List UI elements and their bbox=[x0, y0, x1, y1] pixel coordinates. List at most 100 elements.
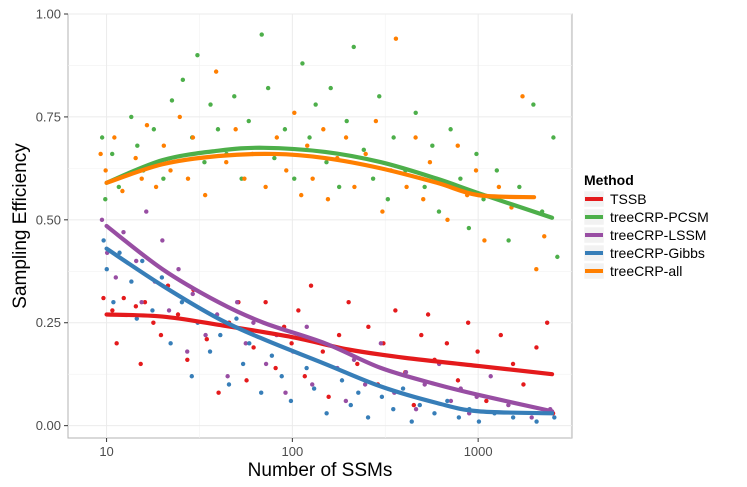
data-point bbox=[413, 110, 418, 116]
data-point bbox=[226, 382, 232, 387]
data-point bbox=[325, 197, 331, 202]
data-point bbox=[436, 209, 442, 214]
data-point bbox=[190, 291, 195, 297]
plot-panel bbox=[67, 13, 573, 439]
data-point bbox=[313, 102, 318, 107]
data-point bbox=[215, 127, 221, 132]
data-point bbox=[304, 365, 309, 371]
y-tick-label: 0.75 bbox=[36, 109, 61, 124]
y-tick-label: 1.00 bbox=[36, 7, 61, 22]
data-point bbox=[99, 135, 105, 140]
data-point bbox=[208, 102, 213, 107]
data-point bbox=[355, 361, 360, 367]
data-point bbox=[247, 341, 252, 346]
legend-label: TSSB bbox=[610, 191, 647, 207]
data-point bbox=[279, 374, 284, 379]
data-point bbox=[283, 390, 288, 395]
data-point bbox=[321, 127, 326, 132]
x-axis-title: Number of SSMs bbox=[248, 460, 393, 481]
data-point bbox=[555, 254, 560, 260]
data-point bbox=[134, 258, 139, 264]
data-point bbox=[289, 341, 294, 346]
data-point bbox=[144, 209, 149, 214]
data-point bbox=[348, 402, 353, 408]
data-point bbox=[243, 341, 248, 346]
data-point bbox=[189, 374, 194, 379]
data-point bbox=[190, 135, 196, 140]
legend-title: Method bbox=[584, 172, 634, 188]
data-point bbox=[112, 135, 117, 140]
data-point bbox=[153, 184, 159, 190]
data-point bbox=[176, 267, 181, 272]
data-point bbox=[377, 94, 382, 99]
trend-line bbox=[104, 246, 555, 416]
data-point bbox=[346, 299, 351, 305]
data-point bbox=[324, 411, 329, 416]
data-point bbox=[308, 283, 314, 288]
data-point bbox=[379, 394, 385, 400]
data-point bbox=[520, 94, 525, 99]
data-point bbox=[417, 402, 422, 408]
data-point bbox=[161, 143, 167, 148]
data-point bbox=[282, 127, 288, 132]
data-point bbox=[448, 127, 453, 132]
data-point bbox=[202, 192, 208, 198]
data-point bbox=[474, 151, 479, 157]
data-point bbox=[413, 406, 419, 412]
data-point bbox=[300, 61, 305, 66]
data-point bbox=[175, 312, 181, 317]
data-point bbox=[531, 102, 536, 107]
data-point bbox=[344, 118, 349, 124]
data-point bbox=[299, 192, 304, 198]
data-point bbox=[204, 337, 209, 342]
data-point bbox=[251, 320, 256, 325]
data-point bbox=[456, 415, 462, 420]
data-point bbox=[213, 69, 219, 74]
data-point bbox=[304, 324, 309, 330]
data-point bbox=[203, 332, 208, 338]
data-point bbox=[542, 234, 547, 239]
data-point bbox=[138, 361, 143, 367]
data-point bbox=[263, 299, 268, 305]
data-point bbox=[99, 217, 105, 223]
data-point bbox=[310, 176, 315, 181]
data-point bbox=[488, 374, 493, 379]
data-point bbox=[234, 316, 239, 321]
data-point bbox=[413, 135, 418, 140]
data-point bbox=[385, 197, 391, 202]
data-point bbox=[142, 299, 148, 305]
data-point bbox=[373, 118, 379, 124]
data-point bbox=[393, 308, 398, 313]
data-point bbox=[240, 361, 246, 367]
data-point bbox=[380, 209, 385, 214]
data-point bbox=[232, 94, 237, 99]
data-point bbox=[534, 419, 539, 424]
data-point bbox=[159, 275, 165, 280]
data-point bbox=[116, 184, 122, 190]
data-point bbox=[362, 382, 368, 387]
data-point bbox=[263, 361, 269, 367]
data-point bbox=[444, 341, 450, 346]
data-point bbox=[419, 332, 424, 338]
data-point bbox=[324, 159, 329, 165]
data-point bbox=[98, 151, 103, 157]
data-point bbox=[135, 143, 140, 148]
data-point bbox=[481, 197, 486, 202]
data-point bbox=[185, 176, 191, 181]
data-point bbox=[366, 324, 371, 330]
data-point bbox=[496, 184, 502, 190]
data-point bbox=[288, 398, 294, 404]
data-point bbox=[544, 320, 550, 325]
data-point bbox=[391, 406, 396, 412]
data-point bbox=[104, 267, 109, 272]
data-point bbox=[302, 374, 307, 379]
data-point bbox=[310, 382, 315, 387]
data-point bbox=[134, 316, 139, 321]
data-point bbox=[103, 197, 108, 202]
data-point bbox=[110, 151, 115, 157]
data-point bbox=[403, 369, 409, 375]
data-point bbox=[529, 415, 534, 420]
y-tick-label: 0.00 bbox=[36, 418, 61, 433]
data-point bbox=[202, 159, 207, 165]
data-point bbox=[259, 32, 264, 37]
